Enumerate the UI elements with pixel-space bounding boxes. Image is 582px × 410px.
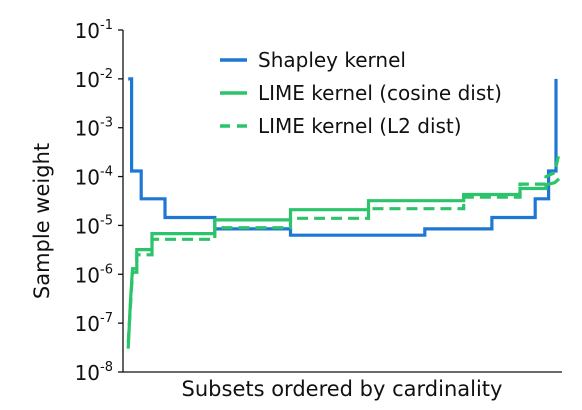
y-tick-base: 10 xyxy=(75,263,100,287)
y-ticks: 10-810-710-610-510-410-310-210-1 xyxy=(75,18,123,385)
y-tick-base: 10 xyxy=(75,312,100,336)
y-tick-exponent: -8 xyxy=(100,360,113,375)
legend-label: LIME kernel (L2 dist) xyxy=(258,114,462,138)
y-tick-label: 10-4 xyxy=(75,165,113,190)
y-axis-label: Sample weight xyxy=(30,143,54,299)
y-tick-label: 10-5 xyxy=(75,213,113,238)
axes-layer xyxy=(122,30,562,373)
y-tick-label: 10-7 xyxy=(75,311,113,336)
legend: Shapley kernel LIME kernel (cosine dist) L… xyxy=(220,48,502,138)
series-line-3 xyxy=(126,152,561,343)
y-tick-base: 10 xyxy=(75,166,100,190)
series-line-1 xyxy=(128,77,558,237)
y-tick-base: 10 xyxy=(75,361,100,385)
legend-label: LIME kernel (cosine dist) xyxy=(258,81,502,105)
y-tick-base: 10 xyxy=(75,117,100,141)
series-layer xyxy=(126,77,561,349)
y-tick-label: 10-3 xyxy=(75,116,113,141)
y-tick-exponent: -7 xyxy=(100,311,113,326)
y-tick-label: 10-2 xyxy=(75,67,113,92)
y-tick-exponent: -2 xyxy=(100,67,113,82)
y-tick-base: 10 xyxy=(75,214,100,238)
y-tick-label: 10-6 xyxy=(75,262,113,287)
y-tick-label: 10-1 xyxy=(75,18,113,43)
y-tick-base: 10 xyxy=(75,19,100,43)
y-tick-exponent: -4 xyxy=(100,165,113,180)
y-tick-exponent: -1 xyxy=(100,18,113,33)
y-tick-exponent: -3 xyxy=(100,116,113,131)
y-tick-exponent: -6 xyxy=(100,262,113,277)
y-tick-base: 10 xyxy=(75,68,100,92)
series-line-2 xyxy=(126,177,561,349)
y-tick-exponent: -5 xyxy=(100,213,113,228)
x-axis-label: Subsets ordered by cardinality xyxy=(182,377,503,401)
legend-label: Shapley kernel xyxy=(258,48,406,72)
y-tick-label: 10-8 xyxy=(75,360,113,385)
